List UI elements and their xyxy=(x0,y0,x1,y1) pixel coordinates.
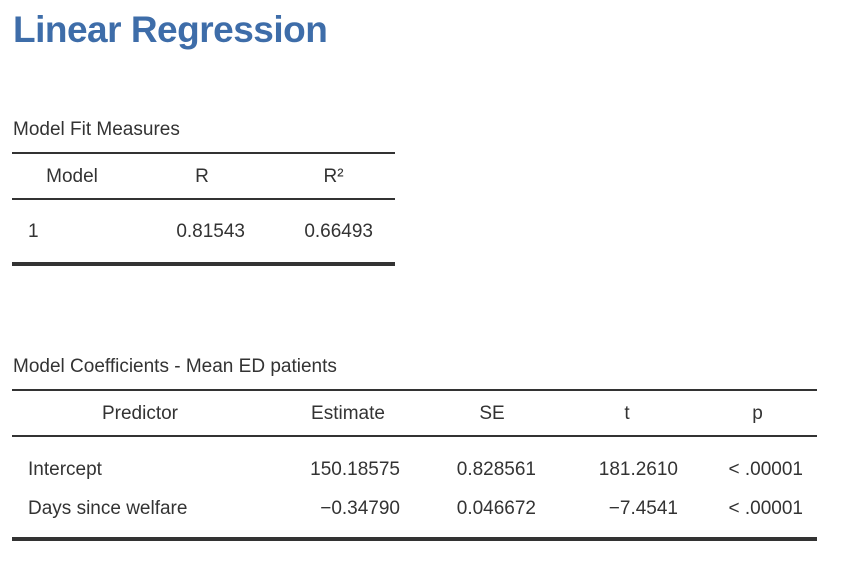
t-cell: 181.2610 xyxy=(598,459,678,480)
column-header-model: Model xyxy=(46,166,98,187)
t-cell: −7.4541 xyxy=(608,498,678,519)
table-row-intercept: Intercept 150.18575 0.828561 181.2610 < … xyxy=(12,436,817,482)
model-coefficients-table[interactable]: Predictor Estimate SE t p Intercept 150.… xyxy=(12,389,817,541)
r-value-cell: 0.81543 xyxy=(176,221,245,242)
model-fit-table[interactable]: Model R R² 1 0.81543 0.66493 xyxy=(12,152,395,266)
column-header-t: t xyxy=(624,403,630,424)
results-panel: Linear Regression Model Fit Measures Mod… xyxy=(12,9,842,541)
se-cell: 0.046672 xyxy=(456,498,536,519)
p-cell: < .00001 xyxy=(728,459,804,480)
model-number-cell: 1 xyxy=(28,221,39,242)
se-cell: 0.828561 xyxy=(456,459,536,480)
model-fit-table-title: Model Fit Measures xyxy=(13,119,180,140)
r-squared-value-cell: 0.66493 xyxy=(304,221,373,242)
column-header-r-squared: R² xyxy=(323,166,344,187)
column-header-p: p xyxy=(752,403,763,424)
model-coefficients-table-title: Model Coefficients - Mean ED patients xyxy=(13,356,337,377)
table-row-days-since-welfare: Days since welfare −0.34790 0.046672 −7.… xyxy=(12,482,817,539)
page-title: Linear Regression xyxy=(13,9,328,50)
table-row: 1 0.81543 0.66493 xyxy=(12,199,395,264)
estimate-cell: 150.18575 xyxy=(310,459,400,480)
column-header-predictor: Predictor xyxy=(101,403,179,424)
column-header-estimate: Estimate xyxy=(311,403,385,424)
model-fit-header-row: Model R R² xyxy=(12,153,395,199)
predictor-cell: Intercept xyxy=(28,459,102,480)
column-header-r: R xyxy=(195,166,209,187)
model-coefficients-results-block[interactable]: Model Coefficients - Mean ED patients Pr… xyxy=(12,354,842,541)
model-fit-results-block[interactable]: Model Fit Measures Model R R² 1 0.81543 … xyxy=(12,117,842,266)
predictor-cell: Days since welfare xyxy=(28,498,188,519)
coefficients-header-row: Predictor Estimate SE t p xyxy=(12,390,817,436)
p-cell: < .00001 xyxy=(728,498,804,519)
column-header-se: SE xyxy=(479,403,505,424)
estimate-cell: −0.34790 xyxy=(320,498,400,519)
